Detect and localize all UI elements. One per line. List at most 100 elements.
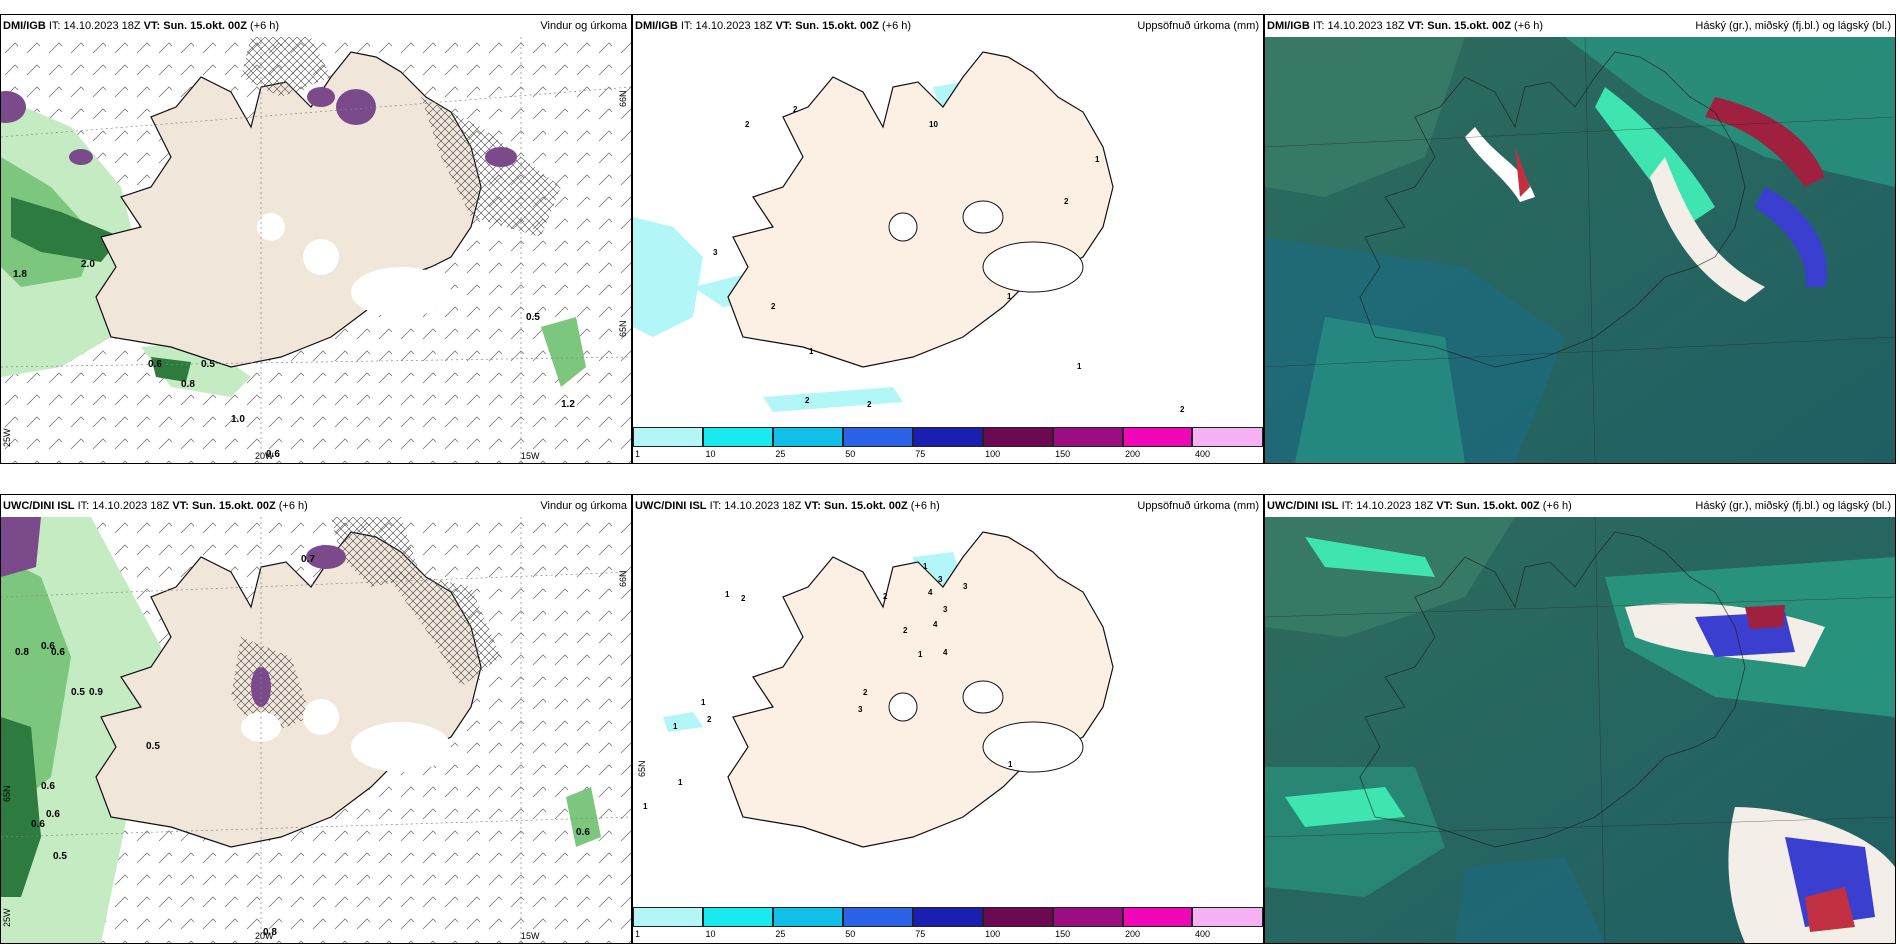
- precip-value-label: 1: [1007, 292, 1012, 301]
- colorbar-tick: 75: [915, 929, 926, 939]
- colorbar-swatch: [772, 907, 843, 927]
- precip-value-label: 2: [903, 626, 908, 635]
- wind-value-label: 0.6: [148, 359, 162, 370]
- wind-value-label: 0.9: [89, 687, 103, 698]
- colorbar-tick: 10: [705, 449, 716, 459]
- precip-value-label: 1: [809, 347, 814, 356]
- precip-value-label: 2: [793, 105, 798, 114]
- precip-map: 1 3 4 3 4 3 2 2 1 4 1 1 2 2 2 3 1 1 1 1: [633, 517, 1263, 907]
- lon-label: 20W: [255, 931, 274, 941]
- wind-value-label: 0.8: [181, 379, 195, 390]
- lon-label: 25W: [2, 908, 12, 927]
- precip-value-label: 1: [643, 802, 648, 811]
- precip-value-label: 3: [713, 248, 718, 257]
- panel-header: UWC/DINI ISL IT: 14.10.2023 18Z VT: Sun.…: [1, 495, 631, 517]
- colorbar-swatch: [912, 907, 983, 927]
- colorbar-tick: 400: [1194, 929, 1210, 939]
- precip-value-label: 3: [938, 575, 943, 584]
- colorbar-swatch: [982, 907, 1053, 927]
- colorbar-swatch: [702, 427, 773, 447]
- lon-label: 25W: [2, 428, 12, 447]
- wind-map: 0.5 0.5 0.6 0.8 1.0 0.6 1.2 2.0 1.8 20W …: [1, 37, 631, 463]
- colorbar-swatch: [1192, 427, 1263, 447]
- colorbar-swatch: [1192, 907, 1263, 927]
- colorbar-swatch: [772, 427, 843, 447]
- wind-map: 0.8 0.6 0.6 0.5 0.9 0.5 0.6 0.6 0.6 0.5 …: [1, 517, 631, 943]
- wind-value-label: 0.5: [71, 687, 85, 698]
- panel-header: DMI/IGB IT: 14.10.2023 18Z VT: Sun. 15.o…: [1265, 15, 1895, 37]
- wind-value-label: 0.7: [301, 554, 315, 565]
- wind-value-label: 0.6: [46, 809, 60, 820]
- panel-header: DMI/IGB IT: 14.10.2023 18Z VT: Sun. 15.o…: [633, 15, 1263, 37]
- lat-label: 66N: [618, 570, 628, 587]
- colorbar-swatch: [702, 907, 773, 927]
- precip-value-label: 2: [741, 594, 746, 603]
- panel-header: UWC/DINI ISL IT: 14.10.2023 18Z VT: Sun.…: [1265, 495, 1895, 517]
- wind-value-label: 2.0: [81, 259, 95, 270]
- colorbar-tick: 10: [705, 929, 716, 939]
- colorbar-swatch: [1122, 907, 1193, 927]
- wind-value-label: 0.8: [15, 647, 29, 658]
- precip-value-label: 2: [771, 302, 776, 311]
- wind-value-label: 0.6: [31, 819, 45, 830]
- lon-label: 15W: [521, 451, 540, 461]
- wind-value-label: 0.5: [53, 851, 67, 862]
- lon-label: 20W: [255, 451, 274, 461]
- model-name: DMI/IGB: [3, 20, 46, 32]
- colorbar-swatch: [1122, 427, 1193, 447]
- wind-panel-dmi: DMI/IGB IT: 14.10.2023 18Z VT: Sun. 15.o…: [0, 14, 632, 464]
- panel-title: Uppsöfnuð úrkoma (mm): [1137, 500, 1259, 512]
- precip-value-label: 4: [943, 648, 948, 657]
- precip-value-label: 1: [701, 698, 706, 707]
- cloud-panel-uwc: UWC/DINI ISL IT: 14.10.2023 18Z VT: Sun.…: [1264, 494, 1896, 944]
- colorbar-tick: 1: [635, 449, 641, 459]
- wind-value-label: 0.5: [526, 312, 540, 323]
- panel-title: Vindur og úrkoma: [540, 20, 627, 32]
- precip-value-label: 1: [678, 778, 683, 787]
- colorbar-tick: 150: [1055, 449, 1071, 459]
- lat-label: 65N: [2, 785, 12, 802]
- wind-value-label: 0.6: [576, 827, 590, 838]
- precip-value-label: 3: [963, 582, 968, 591]
- colorbar-swatch: [982, 427, 1053, 447]
- colorbar-tick: 75: [915, 449, 926, 459]
- colorbar-tick: 200: [1125, 929, 1141, 939]
- precip-value-label: 2: [745, 120, 750, 129]
- precip-value-label: 2: [1064, 197, 1069, 206]
- precip-value-label: 3: [943, 605, 948, 614]
- precip-map: 2 2 10 1 2 3 2 1 2 2 1 1 2: [633, 37, 1263, 427]
- wind-value-label: 0.6: [41, 641, 55, 652]
- panel-title: Uppsöfnuð úrkoma (mm): [1137, 20, 1259, 32]
- colorbar-tick: 150: [1055, 929, 1071, 939]
- colorbar: 1 10 25 50 75 100 150 200 400: [633, 427, 1263, 463]
- colorbar-swatch: [842, 427, 913, 447]
- colorbar-tick: 1: [635, 929, 641, 939]
- wind-value-label: 1.8: [13, 269, 27, 280]
- panel-title: Háský (gr.), miðský (fj.bl.) og lágský (…: [1695, 20, 1891, 32]
- colorbar-tick: 50: [845, 929, 856, 939]
- precip-value-label: 1: [725, 590, 730, 599]
- precip-panel-uwc: UWC/DINI ISL IT: 14.10.2023 18Z VT: Sun.…: [632, 494, 1264, 944]
- cloud-map: [1265, 517, 1895, 943]
- init-time: 14.10.2023 18Z: [63, 20, 141, 32]
- colorbar-tick: 25: [775, 929, 786, 939]
- wind-value-label: 0.6: [51, 647, 65, 658]
- colorbar-swatch: [1052, 907, 1123, 927]
- precip-value-label: 4: [933, 620, 938, 629]
- precip-value-label: 2: [805, 396, 810, 405]
- lat-label: 66N: [618, 90, 628, 107]
- wind-value-label: 0.5: [146, 741, 160, 752]
- colorbar-tick: 400: [1194, 449, 1210, 459]
- wind-value-label: 1.0: [231, 414, 245, 425]
- cloud-panel-dmi: DMI/IGB IT: 14.10.2023 18Z VT: Sun. 15.o…: [1264, 14, 1896, 464]
- lat-label: 65N: [618, 320, 628, 337]
- precip-value-label: 2: [707, 715, 712, 724]
- wind-value-label: 0.6: [266, 449, 280, 460]
- precip-value-label: 1: [918, 650, 923, 659]
- precip-value-label: 2: [883, 592, 888, 601]
- colorbar-tick: 200: [1125, 449, 1141, 459]
- precip-value-label: 1: [1095, 155, 1100, 164]
- wind-value-label: 0.8: [263, 927, 277, 938]
- wind-panel-uwc: UWC/DINI ISL IT: 14.10.2023 18Z VT: Sun.…: [0, 494, 632, 944]
- precip-value-label: 3: [858, 705, 863, 714]
